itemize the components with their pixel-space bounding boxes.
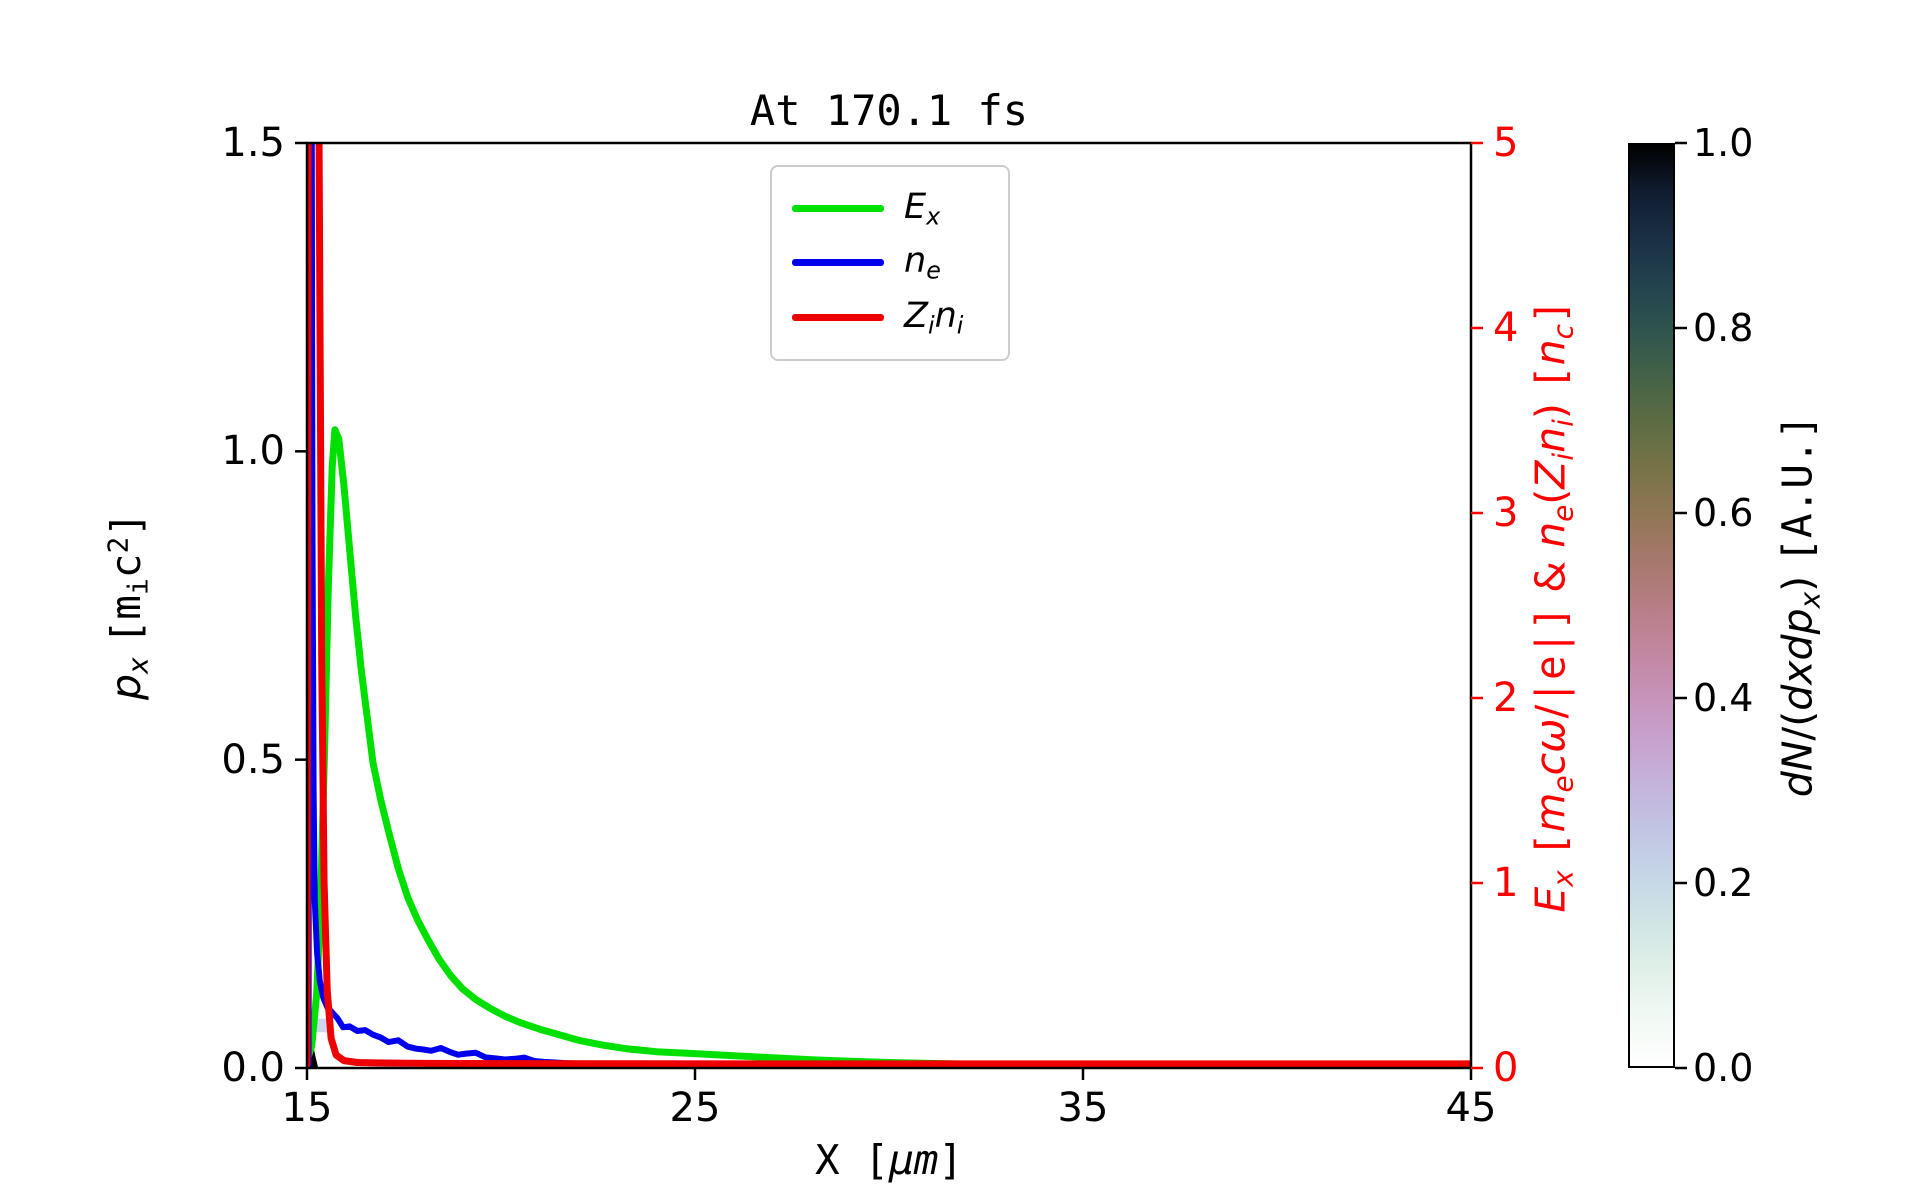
- label-segment: [: [1526, 364, 1575, 390]
- label-segment: n: [934, 295, 957, 336]
- right-y-axis-label: Ex [mecω/|e|] & ne(Zini) [nc]: [1527, 299, 1580, 912]
- right-y-tick-label: 5: [1493, 120, 1519, 166]
- curve-Ex: [307, 426, 1471, 1068]
- label-segment: N: [1773, 740, 1822, 771]
- x-tick-label: 15: [281, 1085, 333, 1131]
- legend-line-Ex: [792, 204, 884, 212]
- label-segment: m: [913, 1136, 939, 1184]
- left-y-tick-label: 1.0: [221, 428, 285, 475]
- legend-entry-ne: ne: [792, 241, 988, 285]
- label-segment: e: [926, 256, 941, 285]
- curve-Zini: [307, 143, 1471, 1068]
- label-segment: i: [956, 311, 964, 340]
- colorbar-tick-label: 0.2: [1693, 861, 1754, 905]
- legend-label-Zini: Zini: [904, 296, 963, 340]
- label-segment: [: [1526, 831, 1575, 857]
- label-segment: ]: [938, 1136, 964, 1184]
- legend-entry-Zini: Zini: [792, 296, 988, 340]
- label-segment: ]: [1526, 605, 1575, 631]
- label-segment: [A.U.]: [1773, 414, 1822, 563]
- x-axis-label: X [μm]: [815, 1136, 963, 1184]
- label-segment: n: [1526, 338, 1575, 365]
- label-segment: ): [1526, 402, 1575, 419]
- legend-label-ne: ne: [904, 241, 941, 285]
- left-y-tick-label: 1.5: [221, 120, 285, 166]
- label-segment: x: [1793, 591, 1827, 608]
- colorbar-tick-label: 0.6: [1693, 491, 1754, 535]
- label-segment: (: [1526, 488, 1575, 505]
- x-tick-label: 45: [1445, 1085, 1497, 1131]
- left-y-axis-label: px [mic2]: [101, 512, 154, 700]
- label-segment: ]: [1526, 298, 1575, 324]
- colorbar-gradient: [1628, 143, 1675, 1068]
- label-segment: c: [1526, 752, 1575, 775]
- right-y-tick-label: 3: [1493, 490, 1519, 536]
- label-segment: X [: [814, 1136, 889, 1184]
- label-segment: 2: [101, 536, 135, 554]
- label-segment: ω: [1526, 717, 1575, 753]
- label-segment: E: [1526, 886, 1575, 913]
- plot-title: At 170.1 fs: [749, 86, 1029, 135]
- label-segment: p: [1773, 607, 1822, 634]
- legend-entry-Ex: Ex: [792, 187, 988, 231]
- label-segment: Z: [904, 295, 928, 336]
- legend-line-Zini: [792, 314, 884, 322]
- legend-label-Ex: Ex: [904, 187, 940, 231]
- label-segment: μ: [889, 1136, 914, 1184]
- label-segment: [102, 644, 150, 657]
- x-tick-label: 25: [669, 1085, 721, 1131]
- legend: Ex ne Zini: [770, 165, 1010, 361]
- x-tick-label: 35: [1057, 1085, 1109, 1131]
- label-segment: [1527, 857, 1575, 870]
- label-segment: E: [904, 186, 927, 227]
- colorbar-tick-label: 0.8: [1693, 306, 1754, 350]
- label-segment: i: [1546, 452, 1580, 461]
- left-y-tick-label: 0.5: [221, 736, 285, 783]
- axes-spines: [305, 141, 1473, 1070]
- colorbar-tick-label: 0.4: [1693, 676, 1754, 720]
- legend-line-ne: [792, 259, 884, 267]
- label-segment: c: [101, 553, 150, 578]
- label-segment: &: [1526, 547, 1575, 606]
- right-y-tick-label: 1: [1493, 860, 1519, 906]
- label-segment: [m: [101, 594, 150, 644]
- label-segment: i: [121, 577, 155, 595]
- colorbar-tick-label: 0.0: [1693, 1046, 1754, 1090]
- label-segment: n: [904, 241, 927, 282]
- label-segment: e: [1546, 774, 1580, 793]
- label-segment: n: [1526, 426, 1575, 453]
- label-segment: ]: [101, 511, 150, 537]
- label-segment: x: [1546, 869, 1580, 887]
- label-segment: p: [101, 673, 150, 700]
- label-segment: Z: [1526, 460, 1575, 489]
- label-segment: /(: [1773, 710, 1822, 741]
- right-y-tick-label: 0: [1493, 1045, 1519, 1091]
- label-segment: i: [1546, 418, 1580, 427]
- label-segment: [1774, 562, 1822, 575]
- label-segment: x: [1773, 659, 1822, 685]
- right-y-tick-label: 2: [1493, 675, 1519, 721]
- label-segment: |e|: [1526, 630, 1575, 705]
- label-segment: x: [121, 656, 155, 674]
- label-segment: [1527, 390, 1575, 403]
- label-segment: x: [926, 202, 941, 231]
- colorbar-tick-label: 1.0: [1693, 121, 1754, 165]
- label-segment: d: [1773, 633, 1822, 660]
- label-segment: d: [1773, 684, 1822, 711]
- label-segment: m: [1526, 792, 1575, 832]
- label-segment: i: [927, 311, 935, 340]
- label-segment: e: [1546, 504, 1580, 522]
- left-y-tick-label: 0.0: [221, 1045, 285, 1091]
- label-segment: /: [1526, 704, 1575, 718]
- colorbar-label: dN/(dxdpx) [A.U.]: [1774, 414, 1827, 797]
- label-segment: ): [1773, 575, 1822, 592]
- plot-area: [307, 143, 1471, 1068]
- label-segment: n: [1526, 521, 1575, 548]
- right-y-tick-label: 4: [1493, 305, 1519, 351]
- label-segment: c: [1546, 323, 1580, 339]
- label-segment: d: [1773, 770, 1822, 797]
